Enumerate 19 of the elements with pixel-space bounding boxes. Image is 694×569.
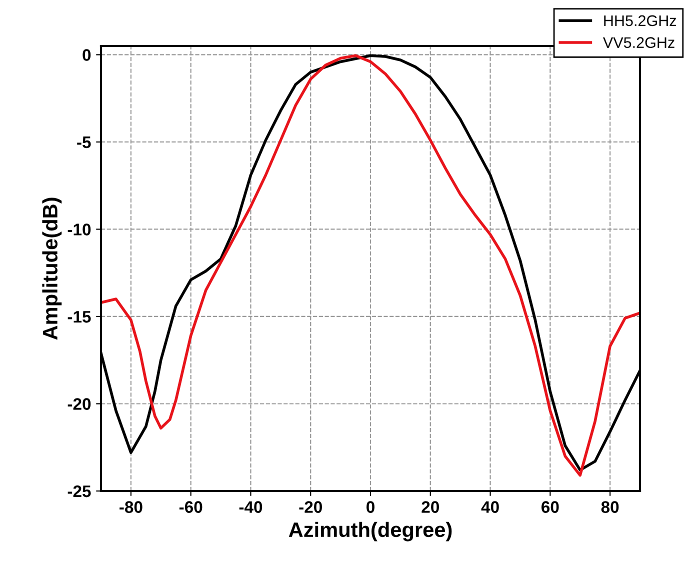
x-tick-label: -20 [299, 501, 322, 513]
y-tick-label: -15 [68, 311, 91, 323]
x-tick-label: -60 [179, 501, 202, 513]
x-tick-label: -80 [120, 501, 142, 513]
y-tick-label: -20 [68, 398, 91, 410]
y-tick-label: -5 [77, 136, 91, 148]
x-axis-title: Azimuth(degree) [288, 522, 452, 542]
legend-label: VV5.2GHz [602, 37, 674, 48]
x-tick-label: -40 [239, 501, 262, 513]
x-tick-label: 20 [422, 501, 439, 513]
legend-label: HH5.2GHz [604, 15, 676, 26]
y-tick-label: -25 [68, 485, 91, 498]
x-tick-label: 0 [366, 501, 374, 513]
x-tick-label: 60 [542, 501, 559, 513]
y-tick-label: 0 [82, 49, 91, 61]
y-tick-label: -10 [68, 224, 91, 236]
x-tick-label: 80 [601, 501, 619, 513]
y-axis-title: Amplitude(dB) [42, 198, 62, 340]
x-tick-label: 40 [481, 501, 499, 513]
